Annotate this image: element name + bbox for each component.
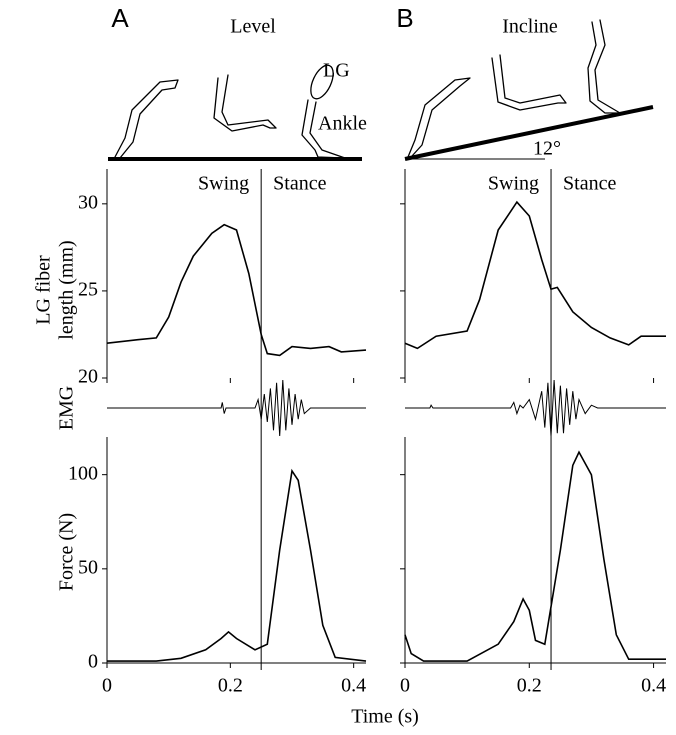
panel-title: Level: [230, 16, 276, 38]
x-tick-label: 0.4: [341, 675, 366, 697]
data-line: [107, 468, 367, 662]
data-line: [404, 450, 666, 662]
panel-letter: A: [111, 3, 129, 33]
annotation: Ankle: [318, 113, 367, 135]
data-line: [404, 200, 666, 350]
panel-title: Incline: [502, 16, 558, 38]
y-tick-label: 0: [88, 651, 98, 673]
x-tick-label: 0: [102, 675, 112, 697]
x-tick-label: 0.4: [641, 675, 666, 697]
x-tick-label: 0: [400, 675, 410, 697]
x-axis-label: Time (s): [351, 706, 419, 728]
y-tick-label: 50: [78, 556, 98, 578]
data-line: [107, 379, 366, 437]
panel-letter: B: [396, 3, 413, 33]
y-tick-label: 20: [78, 366, 98, 388]
y-axis-label: EMG: [56, 386, 78, 430]
phase-label: Stance: [563, 173, 616, 195]
y-axis-label: Force (N): [56, 513, 78, 591]
phase-label: Stance: [273, 173, 326, 195]
y-axis-label: LG fiber: [33, 255, 55, 325]
x-tick-label: 0.2: [218, 675, 243, 697]
illustration: [108, 19, 654, 161]
y-tick-label: 25: [78, 279, 98, 301]
data-line: [405, 379, 666, 437]
y-tick-label: 100: [68, 462, 98, 484]
x-tick-label: 0.2: [517, 675, 542, 697]
y-axis-label: length (mm): [56, 240, 78, 339]
angle-label: 12°: [533, 138, 561, 160]
annotation: LG: [323, 60, 350, 82]
phase-label: Swing: [198, 173, 249, 195]
y-tick-label: 30: [78, 191, 98, 213]
phase-label: Swing: [488, 173, 539, 195]
data-line: [106, 223, 367, 357]
